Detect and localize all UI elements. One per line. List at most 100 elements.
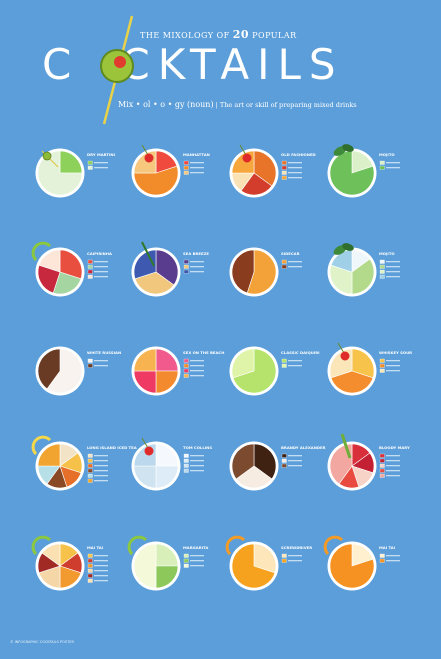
legend-text-line [190,172,204,174]
cocktail-name: OLD FASHIONED [281,152,316,157]
cocktail-name: SEA BREEZE [183,251,209,256]
legend-text-line [190,271,204,273]
legend-swatch [183,553,189,558]
cocktail-name: WHITE RUSSIAN [87,350,121,355]
legend-swatch [183,458,189,463]
pie-slice [231,543,276,589]
legend-text-line [288,172,302,174]
legend-swatch [281,463,287,468]
legend-text-line [94,470,108,472]
definition-text: | The art or skill of preparing mixed dr… [215,101,357,109]
legend-text-line [386,555,400,557]
legend-swatch [379,473,385,478]
pie-slice [155,348,179,372]
legend-text-line [94,460,108,462]
pie-slice [133,543,157,589]
legend-swatch [87,165,93,170]
legend-text-line [94,465,108,467]
legend-text-line [190,560,204,562]
legend-text-line [190,470,204,472]
legend-text-line [94,480,108,482]
legend-swatch [379,453,385,458]
legend-text-line [190,370,204,372]
legend-swatch [281,170,287,175]
legend-text-line [386,360,400,362]
subtitle-post: POPULAR [252,31,297,40]
legend-text-line [386,365,400,367]
legend-text-line [288,365,302,367]
legend-text-line [386,560,400,562]
legend-text-line [386,370,400,372]
legend-text-line [94,455,108,457]
legend-text-line [386,276,400,278]
legend-swatch [281,175,287,180]
legend-text-line [386,266,400,268]
pie-slice [38,249,61,273]
pie-slice [52,271,82,295]
garnish-orange-icon [225,535,246,556]
legend-swatch [87,274,93,279]
legend-text-line [94,560,108,562]
pie-slice [37,264,61,294]
legend-swatch [183,264,189,269]
legend-text-line [94,162,108,164]
pie-slice [134,271,175,295]
garnish-cherry-icon [141,144,149,156]
cocktail-name: MARGARITA [183,545,208,550]
cocktail-name: DRY MARTINI [87,152,116,157]
cocktail-name: SEX ON THE BEACH [183,350,224,355]
legend-swatch [281,165,287,170]
legend-text-line [288,177,302,179]
pie-slice [41,543,61,567]
legend-text-line [190,460,204,462]
pie-slice [37,348,61,390]
legend-swatch [87,358,93,363]
legend-swatch [281,453,287,458]
pie-slice [329,543,375,589]
legend-swatch [183,170,189,175]
garnish-cherry-icon [141,437,149,449]
pie-slice [351,348,375,379]
garnish-olive-icon [42,151,52,161]
legend-text-line [94,167,108,169]
pie-slice [232,348,277,394]
legend-text-line [94,365,108,367]
legend-text-line [190,261,204,263]
cocktail-name: BLOODY MARY [379,445,410,450]
poster-title: COCKTAILS [42,44,344,86]
pie-slice [231,249,255,294]
legend-swatch [379,458,385,463]
legend-swatch [87,264,93,269]
legend-text-line [386,167,400,169]
poster-definition: Mix • ol • o • gy (noun) | The art or sk… [118,100,357,109]
legend-swatch [87,160,93,165]
legend-text-line [386,470,400,472]
garnish-lemon-icon [31,435,52,456]
pie-slice [155,443,179,467]
legend-text-line [190,167,204,169]
legend-text-line [190,565,204,567]
garnish-cherry-icon [144,446,154,456]
legend-swatch [183,368,189,373]
title-first-letter: C [42,40,80,89]
garnish-lime-icon [31,241,52,262]
legend-text-line [288,167,302,169]
legend-swatch [379,160,385,165]
pie-slice [59,249,83,280]
legend-swatch [183,558,189,563]
cocktail-name: MAI TAI [379,545,396,550]
legend-swatch [87,463,93,468]
cocktail-name: BRANDY ALEXANDER [281,445,326,450]
pie-slice [155,565,179,589]
definition-word: Mix • ol • o • gy (noun) [118,100,214,109]
legend-text-line [288,360,302,362]
pie-slice [330,370,374,394]
cocktail-name: SCREWDRIVER [281,545,312,550]
garnish-lime-icon [31,535,52,556]
pie-slice [246,249,277,295]
legend-swatch [87,453,93,458]
pie-slice [253,543,277,574]
legend-swatch [379,553,385,558]
legend-swatch [379,259,385,264]
